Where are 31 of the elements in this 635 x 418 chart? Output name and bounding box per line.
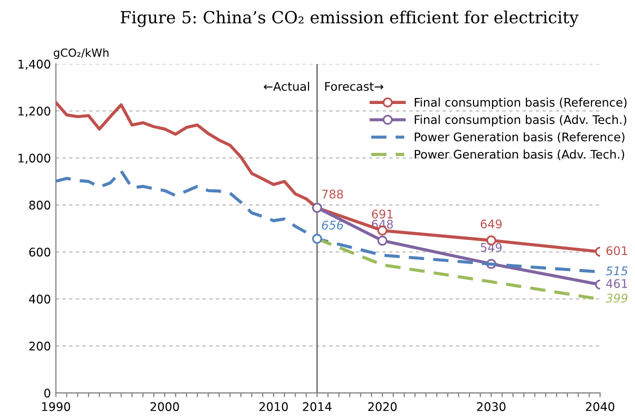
- x-tick-label: 2000: [150, 402, 179, 412]
- data-label: 461: [606, 279, 628, 288]
- y-tick-label: 400: [29, 294, 50, 304]
- data-label: 656: [322, 220, 344, 230]
- y-tick-label: 600: [29, 248, 50, 257]
- chart-title: Figure 5: China’s CO₂ emission efficient for electricity: [120, 10, 579, 27]
- legend-label: Power Generation basis (Reference): [414, 132, 624, 143]
- y-tick-label: 1,400: [18, 60, 50, 70]
- y-tick-label: 800: [29, 200, 50, 210]
- data-label: 399: [606, 294, 628, 303]
- x-tick-label: 1990: [42, 402, 70, 412]
- x-tick-label: 2014: [302, 402, 332, 412]
- x-tick-label: 2030: [477, 402, 506, 412]
- y-tick-label: 1,200: [18, 106, 50, 117]
- y-tick-label: 1,000: [18, 154, 50, 164]
- data-label: 601: [606, 246, 628, 256]
- legend-label: Power Generation basis (Adv. Tech.): [414, 150, 624, 160]
- x-tick-label: 2020: [368, 402, 397, 412]
- y-axis-title: gCO₂/kWh: [54, 48, 108, 60]
- y-tick-label: 0: [44, 388, 50, 398]
- y-tick-label: 200: [29, 342, 50, 351]
- x-tick-label: 2040: [586, 402, 614, 412]
- annotation: Forecast→: [325, 82, 384, 91]
- data-label: 649: [480, 219, 502, 228]
- data-label: 788: [322, 190, 343, 199]
- data-label: 515: [606, 266, 628, 276]
- legend-label: Final consumption basis (Adv. Tech.): [414, 114, 626, 126]
- legend-label: Final consumption basis (Reference): [414, 98, 627, 110]
- x-tick-label: 2010: [259, 402, 288, 412]
- annotation: ←Actual: [264, 82, 310, 91]
- data-label: 691: [372, 210, 393, 219]
